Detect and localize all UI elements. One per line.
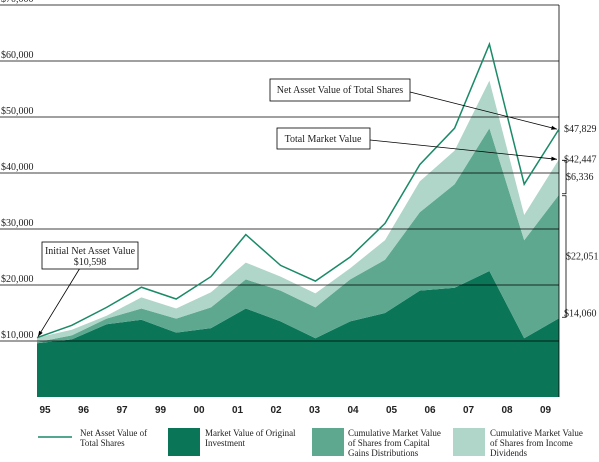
value-label: $42,447 (564, 154, 597, 165)
bracket (562, 159, 567, 195)
x-tick-label: 07 (463, 405, 475, 416)
x-tick-label: 95 (39, 405, 51, 416)
y-tick-label: $60,000 (1, 50, 34, 61)
value-label: $14,060 (564, 308, 597, 319)
legend-swatch (312, 428, 344, 456)
y-tick-label: $50,000 (1, 106, 34, 117)
y-tick-label: $30,000 (1, 218, 34, 229)
y-tick-label: $70,000 (1, 0, 34, 5)
y-tick-label: $40,000 (1, 162, 34, 173)
arrow-head (38, 330, 43, 337)
legend-label: Market Value of Original Investment (205, 428, 296, 448)
chart: $10,000 $20,000 $30,000 $40,000 $50,000 $60,0… (0, 0, 599, 416)
legend-label: Cumulative Market Value of Shares from I… (490, 428, 583, 458)
x-tick-label: 02 (270, 405, 282, 416)
annotation: Total Market Value (285, 134, 362, 145)
legend-swatch (168, 428, 200, 456)
value-label: $22,051 (566, 252, 599, 263)
arrow-head (551, 156, 557, 161)
x-tick-label: 08 (501, 405, 513, 416)
x-tick-label: 97 (116, 405, 128, 416)
bracket (562, 195, 567, 318)
area (37, 271, 559, 397)
y-tick-label: $20,000 (1, 274, 34, 285)
annotation-box (276, 127, 371, 150)
annotation-arrow (369, 139, 558, 160)
annotation-arrow (409, 91, 558, 130)
annotation-box (41, 241, 139, 270)
line (36, 41, 560, 339)
legend-swatch (453, 428, 485, 456)
area (37, 128, 559, 344)
annotation: Net Asset Value of Total Shares (277, 85, 404, 96)
legend-label: Cumulative Market Value of Shares from C… (348, 428, 441, 458)
y-tick-label: $10,000 (1, 330, 34, 341)
x-tick-label: 96 (78, 405, 90, 416)
annotation-arrow (37, 267, 81, 337)
x-tick-label: 03 (309, 405, 321, 416)
x-tick-label: 99 (155, 405, 167, 416)
x-tick-label: 00 (193, 405, 205, 416)
annotation-value: $10,598 (74, 257, 107, 268)
x-tick-label: 01 (232, 405, 244, 416)
annotation-box (269, 78, 411, 102)
x-tick-label: 04 (347, 405, 359, 416)
legend-swatch (38, 428, 72, 448)
x-tick-label: 05 (386, 405, 398, 416)
annotation: Initial Net Asset Value (45, 246, 136, 257)
legend-label: Net Asset Value of Total Shares (80, 428, 148, 448)
value-label: $6,336 (566, 172, 594, 183)
area (37, 80, 559, 343)
x-tick-label: 06 (424, 405, 436, 416)
x-tick-label: 09 (540, 405, 552, 416)
arrow-head (551, 125, 557, 130)
value-label: $47,829 (564, 124, 597, 135)
